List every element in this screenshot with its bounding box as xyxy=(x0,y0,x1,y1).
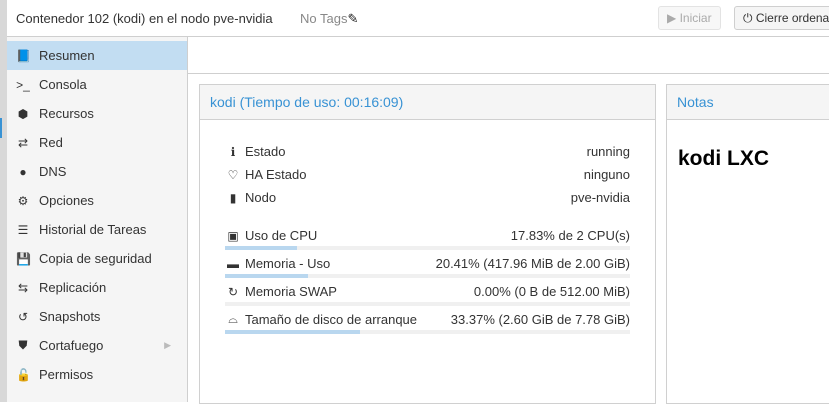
notes-title: Notas xyxy=(667,85,829,120)
shutdown-label: Cierre ordena xyxy=(755,11,829,25)
status-panel: kodi (Tiempo de uso: 00:16:09) ℹ Estado ru… xyxy=(199,84,656,404)
sidebar-item-permisos[interactable]: 🔓 Permisos xyxy=(7,360,187,389)
usage-row: ▬ Memoria - Uso 20.41% (417.96 MiB de 2.00… xyxy=(225,256,630,271)
sidebar-item-label: Replicación xyxy=(39,280,107,295)
sidebar-item-historial-de-tareas[interactable]: ☰ Historial de Tareas xyxy=(7,215,187,244)
cube-icon: ⬢ xyxy=(17,106,29,121)
usage-value: 0.00% (0 B de 512.00 MiB) xyxy=(473,284,630,299)
history-icon: ↺ xyxy=(17,309,29,324)
start-button[interactable]: ▶ Iniciar xyxy=(658,6,721,30)
globe-icon: ● xyxy=(19,164,27,179)
sidebar-item-dns[interactable]: ● DNS xyxy=(7,157,187,186)
usage-label: Memoria - Uso xyxy=(245,256,331,271)
book-icon: 📘 xyxy=(16,48,31,63)
notes-content: kodi LXC xyxy=(678,147,770,170)
header: Contenedor 102 (kodi) en el nodo pve-nvi… xyxy=(7,0,829,37)
info-value: pve-nvidia xyxy=(570,190,630,205)
shutdown-button[interactable]: ⏻ Cierre ordena xyxy=(734,6,829,30)
usage-row: ▣ Uso de CPU 17.83% de 2 CPU(s) xyxy=(225,228,630,243)
unlock-icon: 🔓 xyxy=(16,367,31,382)
info-row: ℹ Estado running xyxy=(225,144,630,159)
usage-progress-fill xyxy=(225,330,361,334)
sidebar-item-resumen[interactable]: 📘 Resumen xyxy=(7,41,187,70)
sidebar-item-label: DNS xyxy=(39,164,67,179)
usage-label: Tamaño de disco de arranque xyxy=(245,312,418,327)
content-toolbar xyxy=(188,37,829,74)
memory-icon: ▬ xyxy=(227,256,239,271)
usage-value: 20.41% (417.96 MiB de 2.00 GiB) xyxy=(435,256,630,271)
sidebar-item-opciones[interactable]: ⚙ Opciones xyxy=(7,186,187,215)
tags-label: No Tags xyxy=(300,11,348,26)
terminal-icon: >_ xyxy=(16,77,30,92)
cpu-icon: ▣ xyxy=(227,228,239,243)
power-icon: ⏻ xyxy=(743,11,753,25)
sidebar-item-label: Opciones xyxy=(39,193,94,208)
hdd-icon: ⌓ xyxy=(228,312,238,326)
sidebar-item-label: Copia de seguridad xyxy=(39,251,152,266)
sidebar-item-recursos[interactable]: ⬢ Recursos xyxy=(7,99,187,128)
info-label: Nodo xyxy=(245,190,277,205)
sidebar: 📘 Resumen >_ Consola ⬢ Recursos ⇄ Red ● DNS ⚙ Opcio… xyxy=(7,37,188,402)
sidebar-item-snapshots[interactable]: ↺ Snapshots xyxy=(7,302,187,331)
retweet-icon: ⇆ xyxy=(17,280,29,295)
info-label: Estado xyxy=(245,144,286,159)
usage-label: Memoria SWAP xyxy=(245,284,337,299)
info-value: ninguno xyxy=(583,167,630,182)
floppy-icon: 💾 xyxy=(16,251,31,266)
usage-progress-bar xyxy=(225,330,630,334)
usage-progress-bar xyxy=(225,302,630,306)
page-title: Contenedor 102 (kodi) en el nodo pve-nvi… xyxy=(16,11,273,26)
sidebar-item-label: Recursos xyxy=(39,106,94,121)
start-label: Iniciar xyxy=(679,11,712,25)
info-value: running xyxy=(586,144,630,159)
usage-row: ↻ Memoria SWAP 0.00% (0 B de 512.00 MiB) xyxy=(225,284,630,299)
left-strip xyxy=(0,0,7,402)
info-row: ♡ HA Estado ninguno xyxy=(225,167,630,182)
info-row: ▮ Nodo pve-nvidia xyxy=(225,190,630,205)
usage-value: 17.83% de 2 CPU(s) xyxy=(510,228,630,243)
sidebar-item-consola[interactable]: >_ Consola xyxy=(7,70,187,99)
play-icon: ▶ xyxy=(667,11,677,25)
info-icon: ℹ xyxy=(230,144,236,159)
sidebar-item-label: Consola xyxy=(39,77,87,92)
chevron-right-icon[interactable]: ▶ xyxy=(164,340,171,350)
sidebar-item-replicaci-n[interactable]: ⇆ Replicación xyxy=(7,273,187,302)
heartbeat-icon: ♡ xyxy=(227,167,239,182)
shield-icon: ⛊ xyxy=(18,338,28,352)
notes-panel: Notas kodi LXC xyxy=(666,84,829,404)
info-label: HA Estado xyxy=(245,167,307,182)
sidebar-item-red[interactable]: ⇄ Red xyxy=(7,128,187,157)
sidebar-item-label: Red xyxy=(39,135,63,150)
building-icon: ▮ xyxy=(229,190,237,205)
sidebar-item-cortafuego[interactable]: ⛊ Cortafuego ▶ xyxy=(7,331,187,360)
status-panel-title: kodi (Tiempo de uso: 00:16:09) xyxy=(200,85,655,120)
list-icon: ☰ xyxy=(17,222,29,237)
tags[interactable]: No Tags✎ xyxy=(300,11,358,27)
pencil-icon[interactable]: ✎ xyxy=(347,11,359,26)
usage-progress-fill xyxy=(225,274,308,278)
strip-marker xyxy=(0,118,2,138)
usage-label: Uso de CPU xyxy=(245,228,318,243)
sidebar-item-copia-de-seguridad[interactable]: 💾 Copia de seguridad xyxy=(7,244,187,273)
usage-progress-bar xyxy=(225,246,630,250)
refresh-icon: ↻ xyxy=(227,284,239,299)
usage-progress-bar xyxy=(225,274,630,278)
sidebar-item-label: Cortafuego xyxy=(39,338,104,353)
exchange-icon: ⇄ xyxy=(17,135,29,150)
usage-progress-fill xyxy=(225,246,298,250)
sidebar-item-label: Snapshots xyxy=(39,309,101,324)
usage-row: ⌓ Tamaño de disco de arranque 33.37% (2.60… xyxy=(225,312,630,327)
gear-icon: ⚙ xyxy=(17,193,29,208)
usage-value: 33.37% (2.60 GiB de 7.78 GiB) xyxy=(450,312,630,327)
sidebar-item-label: Historial de Tareas xyxy=(39,222,147,237)
sidebar-item-label: Permisos xyxy=(39,367,94,382)
sidebar-item-label: Resumen xyxy=(39,48,95,63)
